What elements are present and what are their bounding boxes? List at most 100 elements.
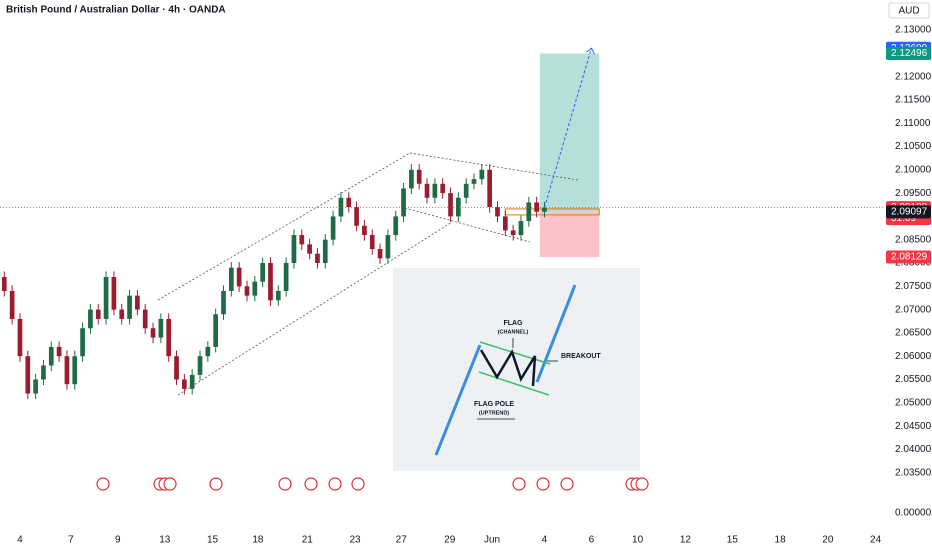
event-icon[interactable]: [209, 477, 223, 491]
candle-body: [440, 183, 446, 194]
candle-body: [275, 290, 281, 301]
x-tick-label: 27: [396, 535, 408, 546]
candle-body: [158, 318, 164, 338]
stop-label: 2.08129: [891, 252, 928, 263]
candle-body: [166, 318, 172, 357]
candle-body: [135, 295, 140, 310]
target-zone: [539, 53, 600, 212]
candle-body: [518, 221, 524, 236]
x-tick-label: 6: [589, 535, 595, 546]
candle-body: [48, 346, 54, 366]
y-tick-label: 2.10500: [895, 141, 932, 152]
candle-body: [260, 263, 265, 282]
channel-lines: [157, 152, 579, 396]
y-tick-label: 2.04500: [895, 421, 932, 432]
event-icon[interactable]: [278, 477, 292, 491]
label-pole: FLAG POLE: [474, 401, 514, 408]
candle-body: [56, 346, 62, 357]
x-tick-label: 9: [115, 535, 121, 546]
axis-bottom-label: 0.00000: [895, 508, 932, 519]
candle-body: [25, 356, 31, 394]
event-icon[interactable]: [635, 477, 649, 491]
entry-label-bg: [886, 205, 931, 219]
y-tick-label: 2.03500: [895, 467, 932, 478]
flag-upper: [409, 152, 579, 181]
candle-body: [127, 295, 132, 319]
flag-zigzag: [479, 349, 537, 387]
label-flag: FLAG: [503, 320, 523, 327]
event-icon[interactable]: [328, 477, 342, 491]
candle-body: [252, 281, 258, 296]
candle-body: [502, 216, 508, 231]
x-tick-label: 4: [17, 535, 23, 546]
events: [96, 477, 649, 491]
x-tick-label: 23: [349, 535, 361, 546]
stop-zone: [539, 211, 600, 258]
candle-body: [354, 207, 359, 226]
candle-body: [64, 356, 70, 385]
candle-body: [142, 309, 148, 329]
event-icon[interactable]: [304, 477, 318, 491]
stop-label-bg: [886, 250, 931, 264]
candle-body: [424, 183, 430, 198]
flag-bottom: [478, 371, 550, 396]
target-label-bg: [886, 46, 931, 60]
candle-body: [95, 309, 101, 319]
candle-body: [510, 230, 516, 236]
candle-body: [346, 197, 352, 208]
currency-box[interactable]: [888, 2, 930, 19]
candle-body: [80, 328, 85, 357]
candle-body: [299, 235, 305, 245]
y-tick-label: 2.13000: [895, 25, 932, 36]
candle-body: [205, 346, 211, 357]
x-tick-label: 12: [680, 535, 692, 546]
candle-body: [362, 225, 367, 236]
flag-lower: [404, 207, 531, 243]
candle-body: [244, 286, 250, 296]
y-tick-label: 2.12000: [895, 71, 932, 82]
flag-pole: [434, 344, 482, 456]
candle-body: [9, 290, 15, 319]
candle-body: [338, 197, 344, 217]
y-tick-label: 2.09500: [895, 188, 932, 199]
label-channel: (CHANNEL): [498, 329, 529, 335]
target-label: 2.12496: [891, 48, 928, 59]
candle-body: [1, 276, 7, 291]
candle-body: [471, 179, 477, 184]
y-tick-label: 2.06500: [895, 328, 932, 339]
candle-body: [416, 169, 422, 184]
candle-body: [315, 253, 320, 264]
candle-body: [409, 169, 414, 189]
candle-body: [495, 207, 500, 217]
event-icon[interactable]: [351, 477, 365, 491]
candle-body: [72, 356, 78, 385]
y-tick-label: 2.06000: [895, 351, 932, 362]
x-tick-label: 29: [444, 535, 456, 546]
candle-body: [487, 169, 493, 208]
x-tick-label: 18: [775, 535, 787, 546]
y-tick-label: 2.05000: [895, 397, 932, 408]
x-tick-label: Jun: [484, 535, 500, 546]
position-tool: [504, 53, 600, 258]
candle-body: [401, 188, 406, 217]
candle-body: [330, 216, 336, 240]
candle-body: [369, 235, 375, 250]
candle-body: [111, 276, 117, 310]
x-tick-label: 10: [632, 535, 644, 546]
event-icon[interactable]: [163, 477, 177, 491]
event-icon[interactable]: [560, 477, 574, 491]
breakout-line: [535, 284, 577, 383]
event-icon[interactable]: [96, 477, 110, 491]
projection-arrow: [543, 48, 592, 208]
event-icon[interactable]: [536, 477, 550, 491]
event-icon[interactable]: [512, 477, 526, 491]
candle-body: [307, 244, 312, 254]
candle-body: [213, 314, 219, 347]
candle-body: [393, 216, 399, 236]
candle-body: [479, 169, 485, 180]
entry-label: 2.09097: [891, 207, 928, 218]
x-tick-label: 13: [159, 535, 171, 546]
label-breakout: BREAKOUT: [561, 353, 601, 360]
candle-body: [228, 267, 234, 291]
